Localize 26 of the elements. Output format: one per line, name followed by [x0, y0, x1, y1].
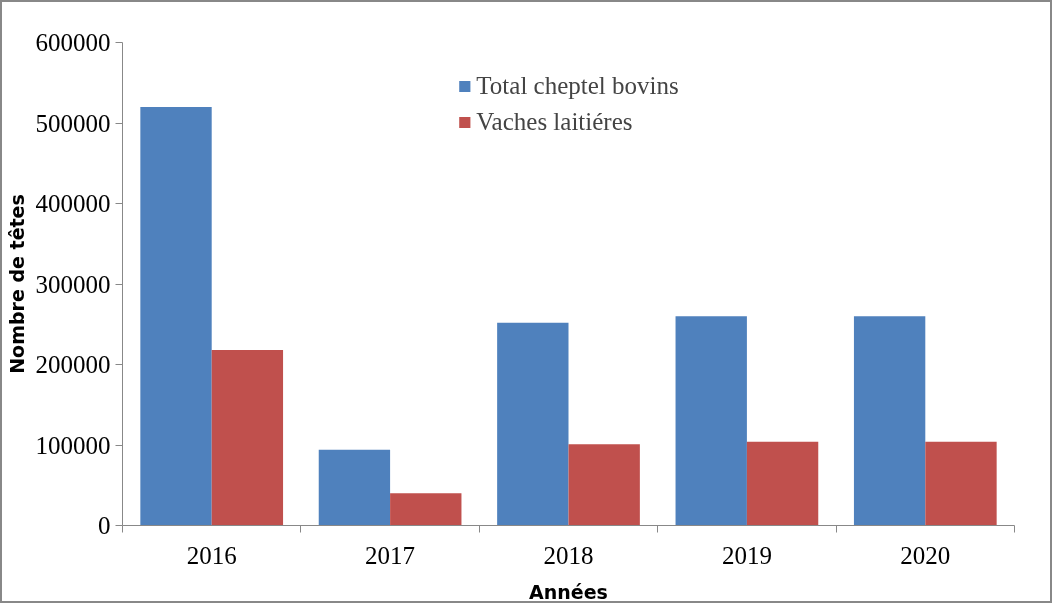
legend-label: Vaches laitiéres: [476, 108, 633, 136]
bar: [746, 441, 819, 526]
y-tick-label: 600000: [35, 29, 111, 56]
y-tick-label: 500000: [35, 109, 111, 137]
y-axis-title: Nombre de têtes: [5, 194, 28, 374]
x-axis-title: Années: [529, 580, 608, 603]
bar: [853, 316, 926, 526]
y-tick-label: 400000: [35, 190, 111, 217]
bar: [925, 441, 997, 526]
bar: [497, 322, 569, 526]
bar: [675, 316, 747, 526]
y-tick-label: 0: [98, 512, 111, 539]
x-tick-label: 2018: [543, 541, 594, 569]
x-tick-label: 2016: [186, 541, 237, 569]
y-tick-label: 300000: [35, 270, 111, 298]
y-tick-label: 100000: [35, 431, 111, 459]
x-tick-label: 2017: [365, 541, 416, 569]
legend-label: Total cheptel bovins: [476, 72, 679, 100]
x-tick-label: 2019: [721, 541, 772, 569]
bar: [318, 449, 391, 526]
bar: [140, 106, 212, 526]
bar: [390, 493, 462, 526]
x-tick-label: 2020: [900, 541, 951, 569]
bar: [568, 444, 640, 526]
y-tick-label: 200000: [35, 351, 111, 378]
bar: [211, 350, 284, 526]
